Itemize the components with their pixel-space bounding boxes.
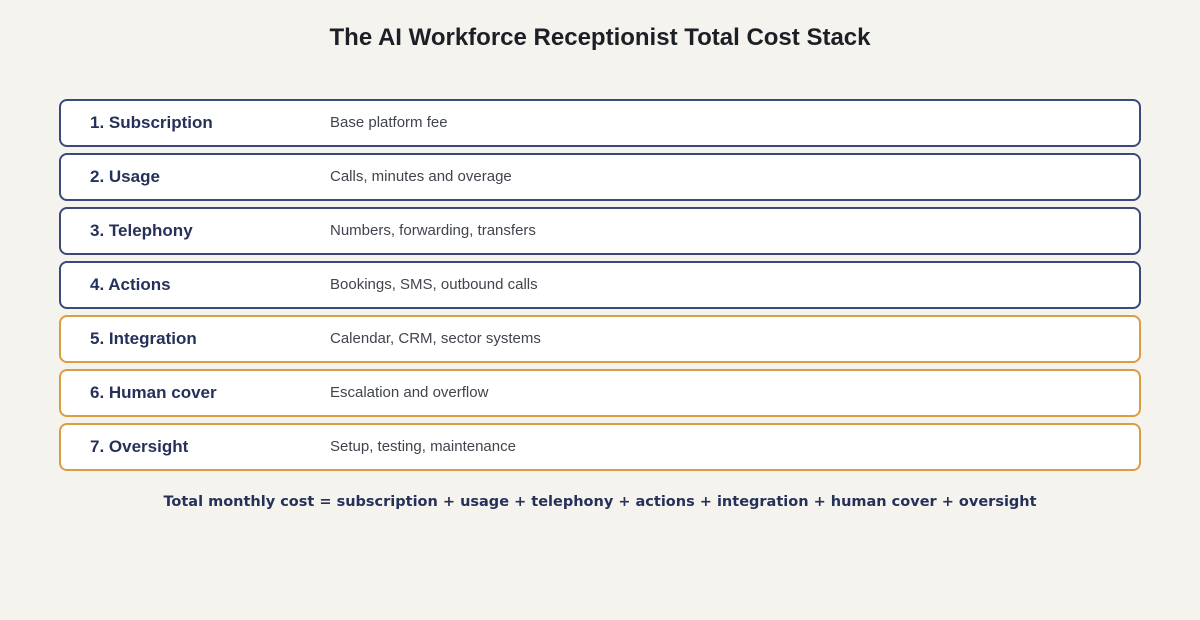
layer-usage: 2. Usage Calls, minutes and overage	[59, 153, 1141, 201]
layer-label: 2. Usage	[90, 167, 160, 186]
layer-label: 1. Subscription	[90, 113, 213, 132]
layer-description: Calls, minutes and overage	[330, 168, 512, 185]
diagram-title: The AI Workforce Receptionist Total Cost…	[329, 24, 871, 51]
layer-label: 7. Oversight	[90, 437, 189, 456]
layer-description: Setup, testing, maintenance	[330, 438, 516, 455]
layer-description: Bookings, SMS, outbound calls	[330, 276, 538, 293]
total-cost-formula: Total monthly cost = subscription + usag…	[163, 494, 1037, 510]
layer-label: 5. Integration	[90, 329, 197, 348]
layer-integration: 5. Integration Calendar, CRM, sector sys…	[59, 315, 1141, 363]
layer-description: Numbers, forwarding, transfers	[330, 222, 536, 239]
layer-label: 6. Human cover	[90, 383, 217, 402]
layer-human-cover: 6. Human cover Escalation and overflow	[59, 369, 1141, 417]
layer-label: 4. Actions	[90, 275, 171, 294]
layer-actions: 4. Actions Bookings, SMS, outbound calls	[59, 261, 1141, 309]
layer-description: Escalation and overflow	[330, 384, 489, 401]
layer-description: Base platform fee	[330, 114, 448, 131]
layer-telephony: 3. Telephony Numbers, forwarding, transf…	[59, 207, 1141, 255]
cost-stack: 1. Subscription Base platform fee 2. Usa…	[59, 99, 1141, 477]
layer-label: 3. Telephony	[90, 221, 193, 240]
layer-oversight: 7. Oversight Setup, testing, maintenance	[59, 423, 1141, 471]
layer-subscription: 1. Subscription Base platform fee	[59, 99, 1141, 147]
layer-description: Calendar, CRM, sector systems	[330, 330, 541, 347]
